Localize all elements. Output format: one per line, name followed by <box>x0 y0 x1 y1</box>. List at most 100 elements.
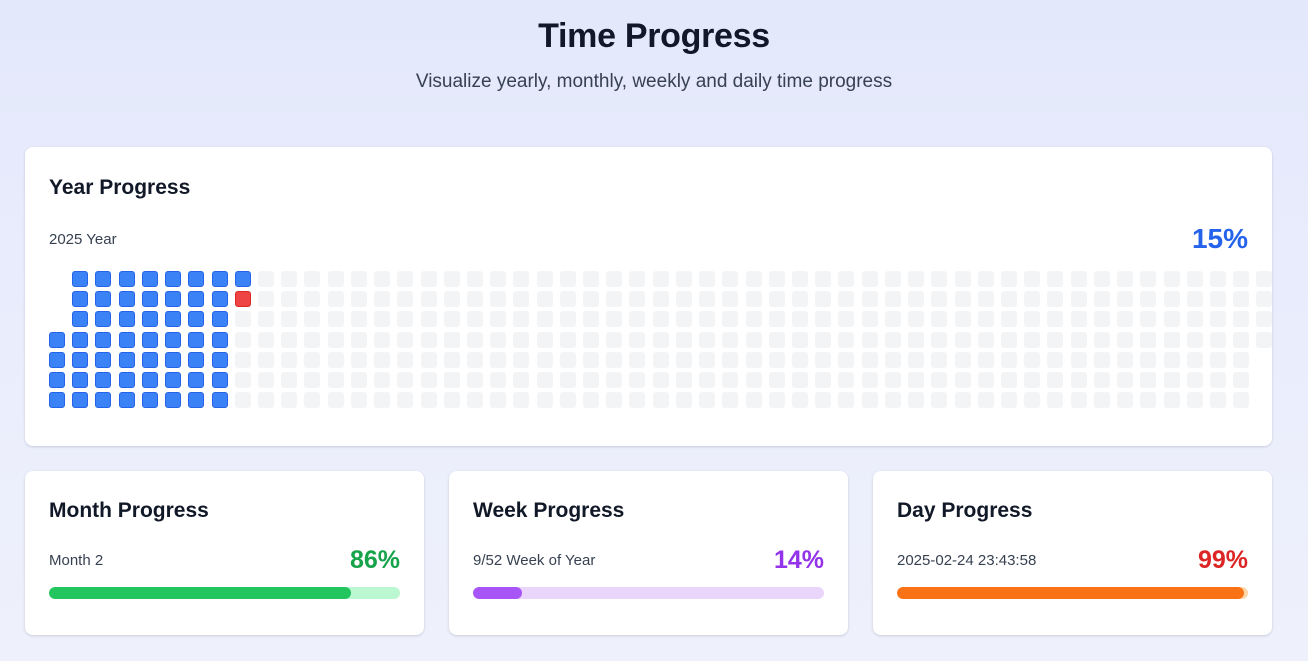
day-cell-future <box>977 271 994 287</box>
day-cell-past <box>95 311 112 328</box>
day-cell-past <box>211 311 228 328</box>
day-cell-future <box>699 331 716 348</box>
day-cell-future <box>513 371 530 388</box>
day-cell-future <box>1000 271 1017 287</box>
day-cell-future <box>861 351 878 368</box>
day-cell-future <box>838 371 855 388</box>
day-cell-past <box>72 371 89 388</box>
day-cell-future <box>1140 351 1157 368</box>
day-cell-future <box>397 392 414 409</box>
day-cell-future <box>420 331 437 348</box>
day-cell-future <box>1000 331 1017 348</box>
day-cell-future <box>374 351 391 368</box>
day-cell-future <box>1000 351 1017 368</box>
day-cell-future <box>1233 371 1250 388</box>
day-cell-future <box>861 392 878 409</box>
day-cell-future <box>768 291 785 308</box>
day-cell-future <box>513 351 530 368</box>
day-cell-future <box>606 311 623 328</box>
day-cell-future <box>606 351 623 368</box>
day-cell-future <box>629 311 646 328</box>
day-cell-future <box>1117 291 1134 308</box>
day-cell-past <box>188 311 205 328</box>
day-cell-future <box>350 271 367 287</box>
day-cell-past <box>95 351 112 368</box>
day-cell-past <box>95 392 112 409</box>
day-cell-future <box>1117 311 1134 328</box>
day-cell-future <box>1186 392 1203 409</box>
day-cell-past <box>141 392 158 409</box>
day-cell-future <box>675 371 692 388</box>
day-cell-future <box>815 371 832 388</box>
day-cell-future <box>652 291 669 308</box>
day-cell-future <box>443 351 460 368</box>
day-cell-future <box>257 271 274 287</box>
day-cell-future <box>350 311 367 328</box>
day-cell-future <box>1209 271 1226 287</box>
day-cell-future <box>257 371 274 388</box>
day-cell-future <box>1140 311 1157 328</box>
day-cell-future <box>861 291 878 308</box>
day-cell-future <box>559 392 576 409</box>
day-cell-future <box>792 291 808 308</box>
day-cell-past <box>188 351 205 368</box>
day-cell-future <box>675 271 692 287</box>
day-percent: 99% <box>1197 546 1248 574</box>
day-cell-future <box>1024 351 1041 368</box>
day-cell-future <box>1209 351 1226 368</box>
day-cell-future <box>304 392 321 409</box>
week-progress-title: Week Progress <box>473 499 625 522</box>
day-cell-future <box>1233 331 1250 348</box>
day-cell-future <box>908 371 925 388</box>
day-cell-past <box>165 331 182 348</box>
day-cell-future <box>257 311 274 328</box>
day-cell-future <box>466 351 483 368</box>
day-cell-future <box>977 351 994 368</box>
day-cell-future <box>908 291 925 308</box>
day-cell-future <box>722 351 739 368</box>
day-cell-future <box>1256 291 1273 308</box>
day-cell-future <box>559 371 576 388</box>
day-cell-past <box>188 371 205 388</box>
day-cell-future <box>1186 271 1203 287</box>
day-cell-future <box>792 331 808 348</box>
day-cell-future <box>1233 311 1250 328</box>
day-cell-future <box>838 291 855 308</box>
page-header: Time Progress Visualize yearly, monthly,… <box>0 0 1308 94</box>
day-cell-future <box>1140 331 1157 348</box>
day-progress-bar <box>897 587 1248 599</box>
day-cell-past <box>49 371 65 388</box>
day-cell-future <box>1093 271 1110 287</box>
day-cell-future <box>629 291 646 308</box>
day-cell-future <box>536 291 553 308</box>
day-cell-future <box>838 392 855 409</box>
day-cell-future <box>374 331 391 348</box>
day-cell-past <box>118 271 135 287</box>
day-cell-future <box>954 351 971 368</box>
day-cell-future <box>954 311 971 328</box>
day-cell-future <box>234 311 251 328</box>
day-cell-past <box>141 291 158 308</box>
day-cell-future <box>1070 311 1087 328</box>
day-cell-past <box>118 291 135 308</box>
day-cell-future <box>420 291 437 308</box>
day-cell-past <box>188 291 205 308</box>
day-cell-future <box>513 311 530 328</box>
day-cell-future <box>606 271 623 287</box>
day-cell-past <box>118 371 135 388</box>
day-cell-future <box>1209 331 1226 348</box>
day-cell-future <box>977 291 994 308</box>
day-cell-future <box>815 331 832 348</box>
day-cell-future <box>536 311 553 328</box>
day-cell-future <box>1163 351 1180 368</box>
day-cell-future <box>815 311 832 328</box>
day-cell-future <box>838 331 855 348</box>
day-cell-future <box>1117 392 1134 409</box>
day-cell-future <box>884 351 901 368</box>
day-cell-future <box>1070 371 1087 388</box>
day-cell-future <box>304 271 321 287</box>
week-percent: 14% <box>773 546 824 574</box>
day-cell-future <box>583 271 600 287</box>
day-cell-future <box>1209 371 1226 388</box>
day-cell-future <box>466 371 483 388</box>
